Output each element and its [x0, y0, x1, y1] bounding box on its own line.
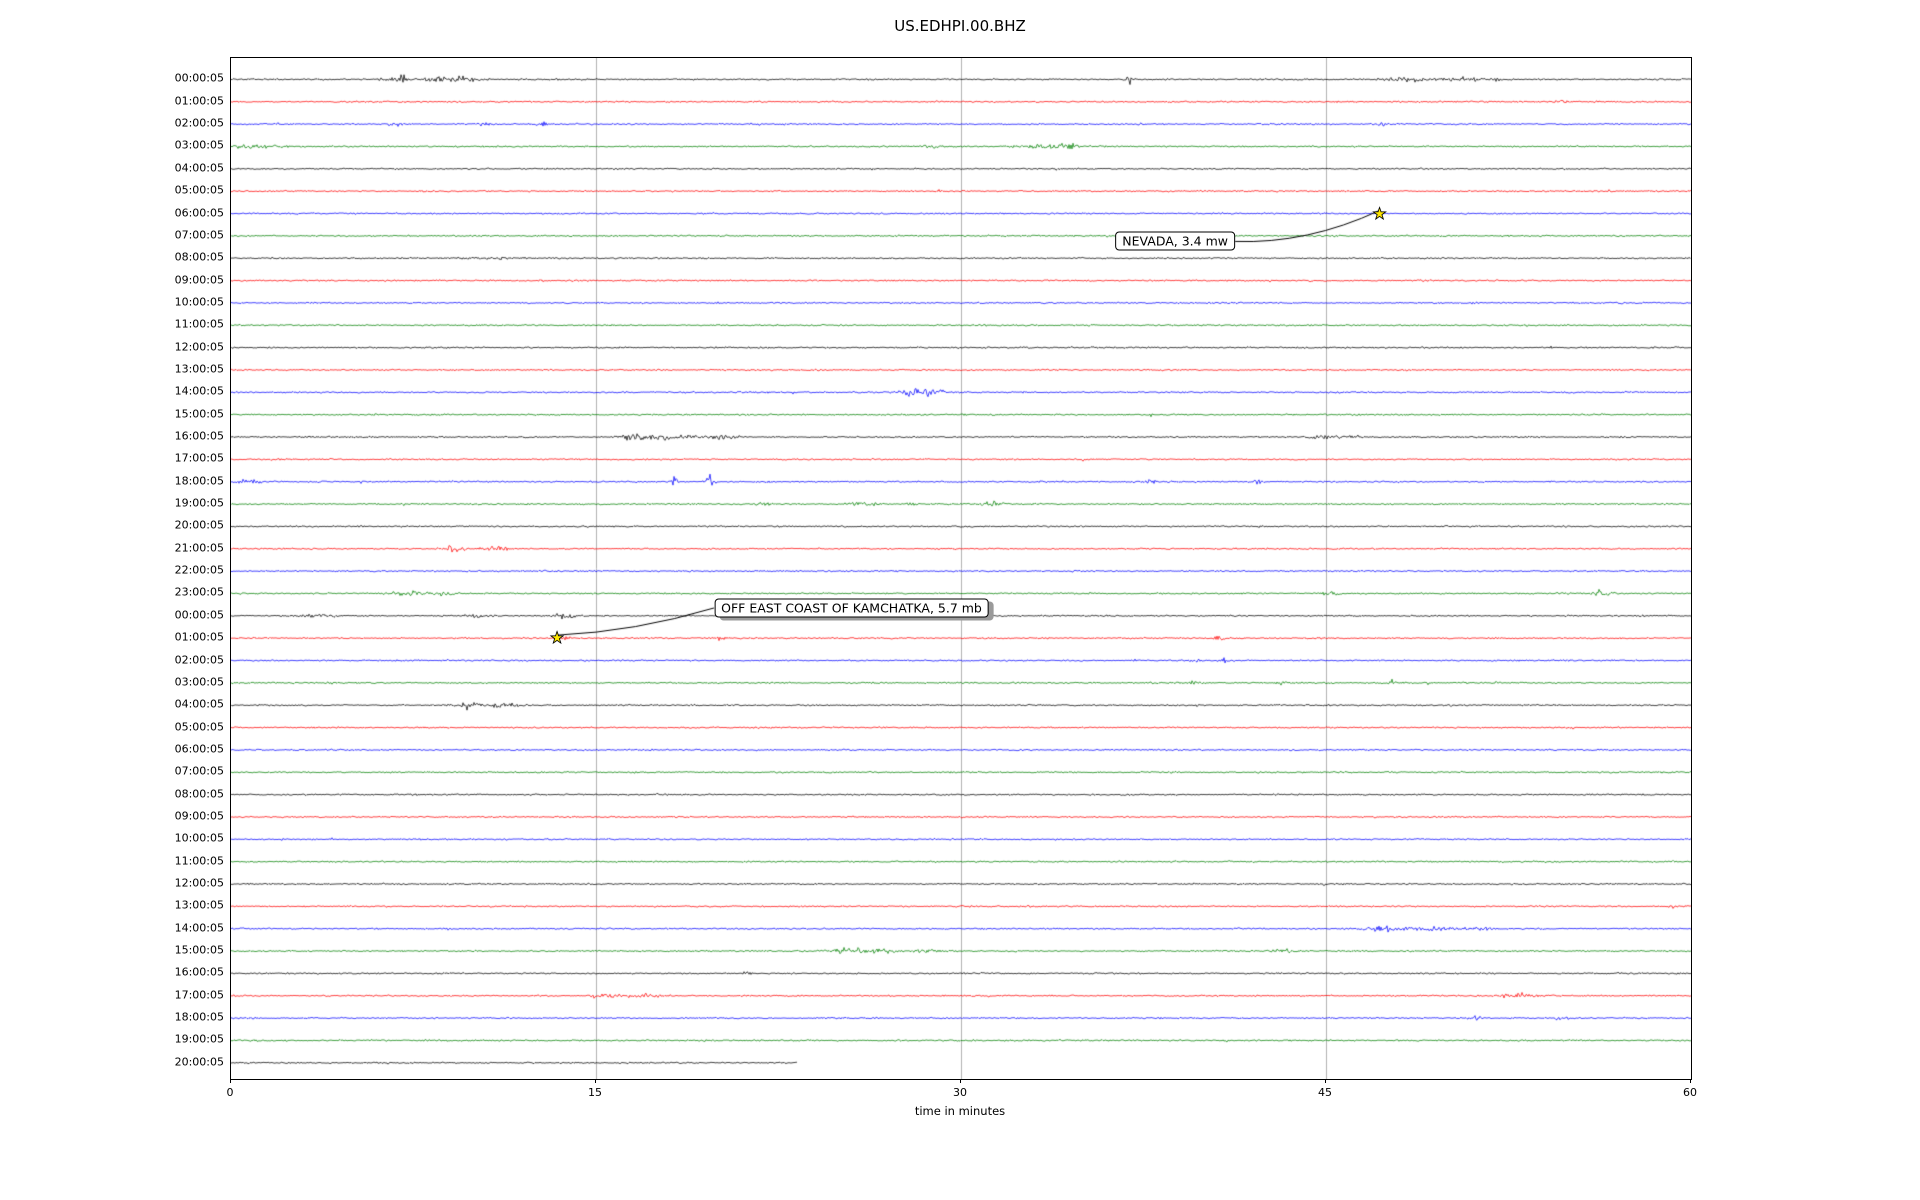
trace-time-label: 22:00:05 — [174, 563, 224, 577]
trace-time-label: 06:00:05 — [174, 742, 224, 756]
trace-time-label: 12:00:05 — [174, 340, 224, 354]
trace-time-label: 07:00:05 — [174, 228, 224, 242]
x-tick-label: 45 — [1318, 1086, 1332, 1099]
trace-time-label: 04:00:05 — [174, 697, 224, 711]
trace-time-label: 07:00:05 — [174, 764, 224, 778]
trace-time-label: 12:00:05 — [174, 876, 224, 890]
trace-time-label: 02:00:05 — [174, 116, 224, 130]
x-tick-mark — [1325, 1079, 1326, 1083]
event-star-icon: ★ — [549, 628, 565, 648]
trace-time-label: 20:00:05 — [174, 1055, 224, 1069]
trace-time-label: 16:00:05 — [174, 429, 224, 443]
trace-time-label: 13:00:05 — [174, 362, 224, 376]
x-tick-label: 0 — [226, 1086, 234, 1099]
event-label: OFF EAST COAST OF KAMCHATKA, 5.7 mb — [714, 598, 989, 618]
trace-time-label: 18:00:05 — [174, 1010, 224, 1024]
trace-time-label: 05:00:05 — [174, 183, 224, 197]
trace-time-label: 08:00:05 — [174, 787, 224, 801]
trace-time-label: 23:00:05 — [174, 585, 224, 599]
trace-time-label: 16:00:05 — [174, 965, 224, 979]
trace-time-label: 15:00:05 — [174, 943, 224, 957]
trace-time-label: 09:00:05 — [174, 273, 224, 287]
trace-time-label: 02:00:05 — [174, 653, 224, 666]
trace-time-label: 06:00:05 — [174, 206, 224, 219]
trace-time-label: 04:00:05 — [174, 161, 224, 175]
x-tick-label: 30 — [953, 1086, 967, 1099]
trace-time-label: 08:00:05 — [174, 250, 224, 264]
trace-time-label: 19:00:05 — [174, 496, 224, 510]
trace-time-label: 03:00:05 — [174, 675, 224, 689]
trace-time-label: 00:00:05 — [174, 71, 224, 85]
x-axis-label: time in minutes — [914, 1104, 1006, 1118]
trace-time-label: 10:00:05 — [174, 831, 224, 845]
trace-time-label: 10:00:05 — [174, 295, 224, 309]
plot-area: ★ NEVADA, 3.4 mw ★ OFF EAST COAST OF KAMCHA… — [230, 57, 1692, 1080]
waveform-canvas — [231, 58, 1691, 1079]
x-tick-mark — [960, 1079, 961, 1083]
trace-time-label: 17:00:05 — [174, 988, 224, 1002]
x-tick-label: 60 — [1683, 1086, 1697, 1099]
trace-time-label: 14:00:05 — [174, 921, 224, 935]
trace-time-label: 14:00:05 — [174, 384, 224, 398]
x-tick-mark — [230, 1079, 231, 1083]
event-star-icon: ★ — [1372, 203, 1387, 223]
trace-time-label: 00:00:05 — [174, 608, 224, 622]
chart-title: US.EDHPI.00.BHZ — [894, 17, 1026, 35]
x-tick-label: 15 — [588, 1086, 602, 1099]
trace-time-label: 03:00:05 — [174, 138, 224, 152]
trace-time-label: 11:00:05 — [174, 317, 224, 331]
event-label: NEVADA, 3.4 mw — [1115, 231, 1235, 251]
trace-time-label: 21:00:05 — [174, 541, 224, 555]
trace-time-label: 09:00:05 — [174, 809, 224, 823]
trace-time-label: 19:00:05 — [174, 1032, 224, 1046]
trace-time-label: 20:00:05 — [174, 518, 224, 532]
trace-time-label: 13:00:05 — [174, 898, 224, 912]
trace-time-label: 15:00:05 — [174, 407, 224, 421]
trace-time-label: 17:00:05 — [174, 451, 224, 465]
trace-time-label: 01:00:05 — [174, 94, 224, 108]
trace-time-label: 01:00:05 — [174, 630, 224, 644]
trace-time-label: 11:00:05 — [174, 854, 224, 868]
x-tick-mark — [595, 1079, 596, 1083]
trace-time-label: 05:00:05 — [174, 720, 224, 734]
trace-time-label: 18:00:05 — [174, 474, 224, 488]
x-tick-mark — [1690, 1079, 1691, 1083]
